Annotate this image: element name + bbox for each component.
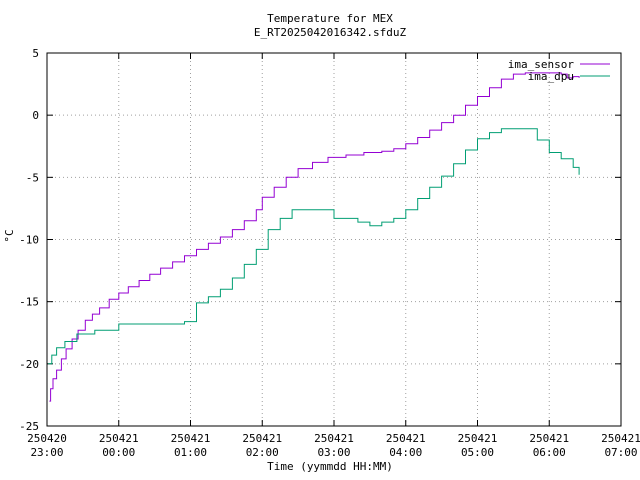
legend-label-ima_sensor: ima_sensor — [508, 58, 575, 71]
series-line-ima_sensor — [49, 72, 580, 402]
x-tick-label: 02:00 — [246, 446, 279, 459]
x-tick-label: 00:00 — [102, 446, 135, 459]
x-tick-label: 05:00 — [461, 446, 494, 459]
x-tick-label: 23:00 — [30, 446, 63, 459]
x-tick-label: 250421 — [386, 432, 426, 445]
x-tick-label: 250421 — [458, 432, 498, 445]
y-axis-label: °C — [3, 229, 16, 243]
series-line-ima_dpu — [48, 128, 580, 365]
chart-title-block: Temperature for MEX E_RT2025042016342.sf… — [0, 12, 640, 40]
legend-label-ima_dpu: ima_dpu — [528, 70, 574, 83]
x-tick-label: 250420 — [27, 432, 67, 445]
y-tick-label: -5 — [26, 171, 39, 184]
y-tick-label: 0 — [32, 109, 39, 122]
x-tick-label: 250421 — [171, 432, 211, 445]
axis-ticks: -25-20-15-10-50525042023:0025042100:0025… — [19, 47, 640, 459]
y-tick-label: -25 — [19, 420, 39, 433]
x-tick-label: 250421 — [529, 432, 569, 445]
x-tick-label: 07:00 — [604, 446, 637, 459]
x-axis-label: Time (yymmdd HH:MM) — [267, 460, 393, 473]
y-tick-label: 5 — [32, 47, 39, 60]
x-tick-label: 250421 — [601, 432, 640, 445]
x-tick-label: 03:00 — [317, 446, 350, 459]
x-tick-label: 01:00 — [174, 446, 207, 459]
y-tick-label: -15 — [19, 296, 39, 309]
chart-title: Temperature for MEX — [267, 12, 393, 25]
grid — [47, 53, 621, 426]
y-tick-label: -20 — [19, 358, 39, 371]
x-tick-label: 04:00 — [389, 446, 422, 459]
x-tick-label: 250421 — [99, 432, 139, 445]
x-tick-label: 06:00 — [533, 446, 566, 459]
x-tick-label: 250421 — [314, 432, 354, 445]
chart-subtitle: E_RT2025042016342.sfduZ — [253, 26, 407, 39]
x-tick-label: 250421 — [242, 432, 282, 445]
y-tick-label: -10 — [19, 234, 39, 247]
plot-frame — [46, 52, 622, 427]
series-lines — [48, 72, 580, 402]
